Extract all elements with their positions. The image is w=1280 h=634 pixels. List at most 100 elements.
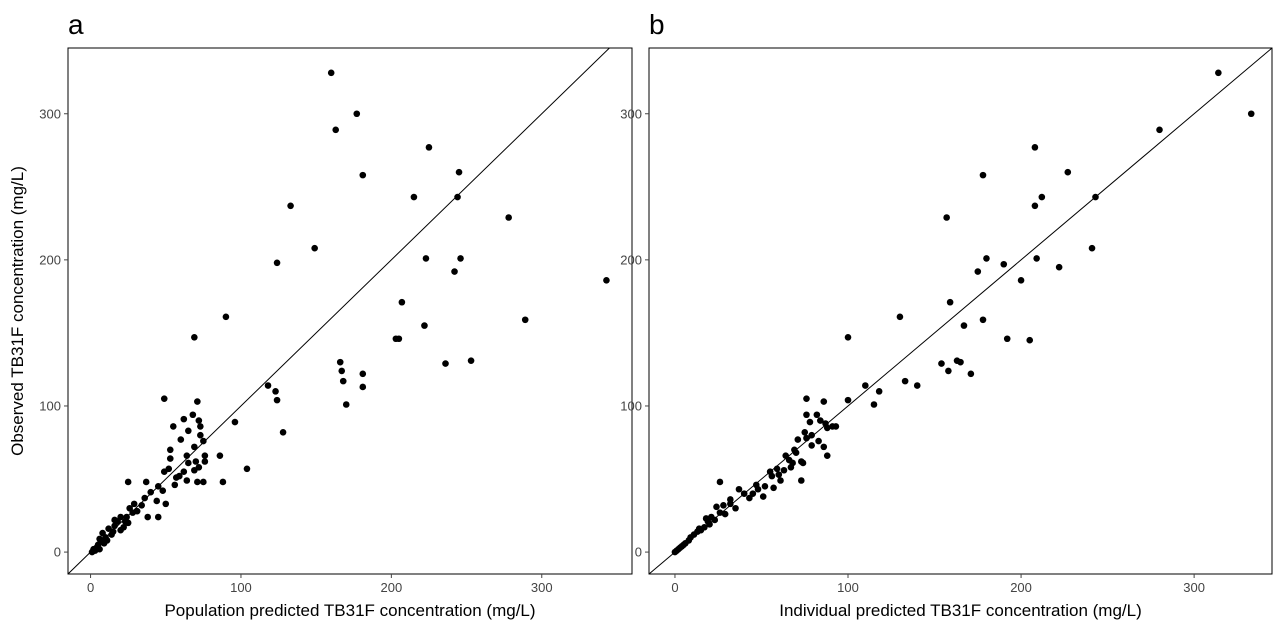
data-point	[162, 500, 170, 508]
data-point	[183, 452, 191, 459]
y-tick-label: 100	[39, 398, 61, 413]
plot-frame	[648, 47, 1273, 575]
x-tick-label: 200	[1010, 580, 1032, 595]
y-axis-title: Observed TB31F concentration (mg/L)	[8, 166, 27, 456]
data-point	[138, 502, 145, 509]
data-point	[160, 395, 168, 402]
data-point	[311, 244, 318, 252]
data-points	[671, 69, 1255, 556]
data-point	[159, 487, 167, 495]
panel-label: b	[649, 9, 665, 40]
y-tick-label: 100	[620, 398, 642, 413]
data-point	[1156, 126, 1163, 134]
data-point	[1247, 110, 1255, 118]
data-point	[967, 370, 975, 378]
data-point	[983, 255, 990, 262]
data-point	[1026, 336, 1034, 344]
data-point	[336, 358, 344, 366]
data-point	[183, 477, 191, 484]
data-point	[327, 69, 335, 77]
data-point	[141, 494, 149, 502]
data-point	[88, 548, 96, 556]
data-point	[142, 478, 150, 486]
data-point	[901, 377, 909, 385]
data-point	[752, 481, 760, 489]
data-point	[1033, 255, 1040, 262]
data-point	[231, 418, 239, 426]
data-point	[177, 436, 185, 443]
data-point	[820, 443, 828, 451]
data-point	[192, 458, 200, 465]
identity-line	[649, 48, 1272, 574]
data-point	[979, 316, 987, 324]
data-point	[180, 468, 188, 476]
y-tick-label: 0	[54, 545, 61, 560]
data-point	[1017, 277, 1025, 284]
data-point	[191, 443, 198, 451]
data-point	[169, 423, 177, 430]
panel-b: b 0 100 200 300 0 100 200 300 Individual predicte…	[620, 9, 1273, 620]
data-point	[332, 126, 340, 134]
data-point	[194, 398, 201, 405]
data-point	[195, 417, 203, 424]
data-point	[455, 168, 463, 176]
data-point	[766, 468, 774, 476]
data-point	[117, 526, 124, 534]
data-point	[194, 478, 201, 486]
data-point	[943, 214, 950, 221]
data-point	[603, 277, 610, 284]
data-point	[457, 255, 464, 262]
data-point	[154, 483, 162, 490]
data-point	[191, 334, 198, 341]
data-point	[896, 313, 904, 321]
data-point	[154, 513, 162, 521]
data-point	[794, 436, 802, 443]
data-point	[870, 401, 878, 408]
y-tick-label: 300	[39, 106, 61, 121]
data-point	[467, 357, 475, 364]
panel-label: a	[68, 9, 84, 40]
data-point	[695, 525, 703, 533]
data-point	[166, 446, 174, 454]
data-point	[342, 401, 350, 408]
data-point	[185, 427, 192, 435]
data-point	[264, 382, 272, 389]
data-point	[410, 193, 418, 201]
data-point	[974, 268, 982, 275]
data-point	[111, 522, 118, 530]
data-point	[359, 171, 367, 179]
panel-a: a 0 100 200 300 0 100 200 300 Population predicte…	[8, 9, 633, 620]
x-axis-title: Population predicted TB31F concentration…	[164, 601, 535, 620]
y-tick-label: 200	[39, 252, 61, 267]
data-point	[191, 466, 198, 474]
data-point	[844, 396, 852, 404]
data-point	[797, 477, 805, 484]
data-point	[1055, 263, 1063, 271]
x-axis-title: Individual predicted TB31F concentration…	[779, 601, 1142, 620]
identity-line	[68, 48, 611, 574]
data-point	[823, 452, 831, 459]
data-point	[775, 471, 783, 478]
data-point	[339, 377, 347, 385]
data-point	[740, 490, 748, 497]
data-point	[803, 395, 810, 402]
data-point	[126, 504, 133, 512]
data-point	[425, 144, 433, 151]
data-point	[945, 367, 952, 375]
data-point	[200, 437, 207, 445]
plot-frame	[67, 47, 633, 575]
data-point	[832, 423, 840, 430]
x-tick-label: 300	[531, 580, 553, 595]
data-point	[732, 504, 739, 512]
x-tick-label: 0	[671, 580, 678, 595]
data-point	[454, 193, 461, 201]
data-point	[1003, 335, 1011, 343]
data-point	[147, 488, 155, 496]
data-point	[780, 466, 788, 474]
data-point	[671, 548, 679, 556]
data-point	[746, 494, 753, 502]
data-point	[505, 214, 512, 221]
data-point	[720, 502, 727, 509]
data-point	[219, 478, 227, 486]
